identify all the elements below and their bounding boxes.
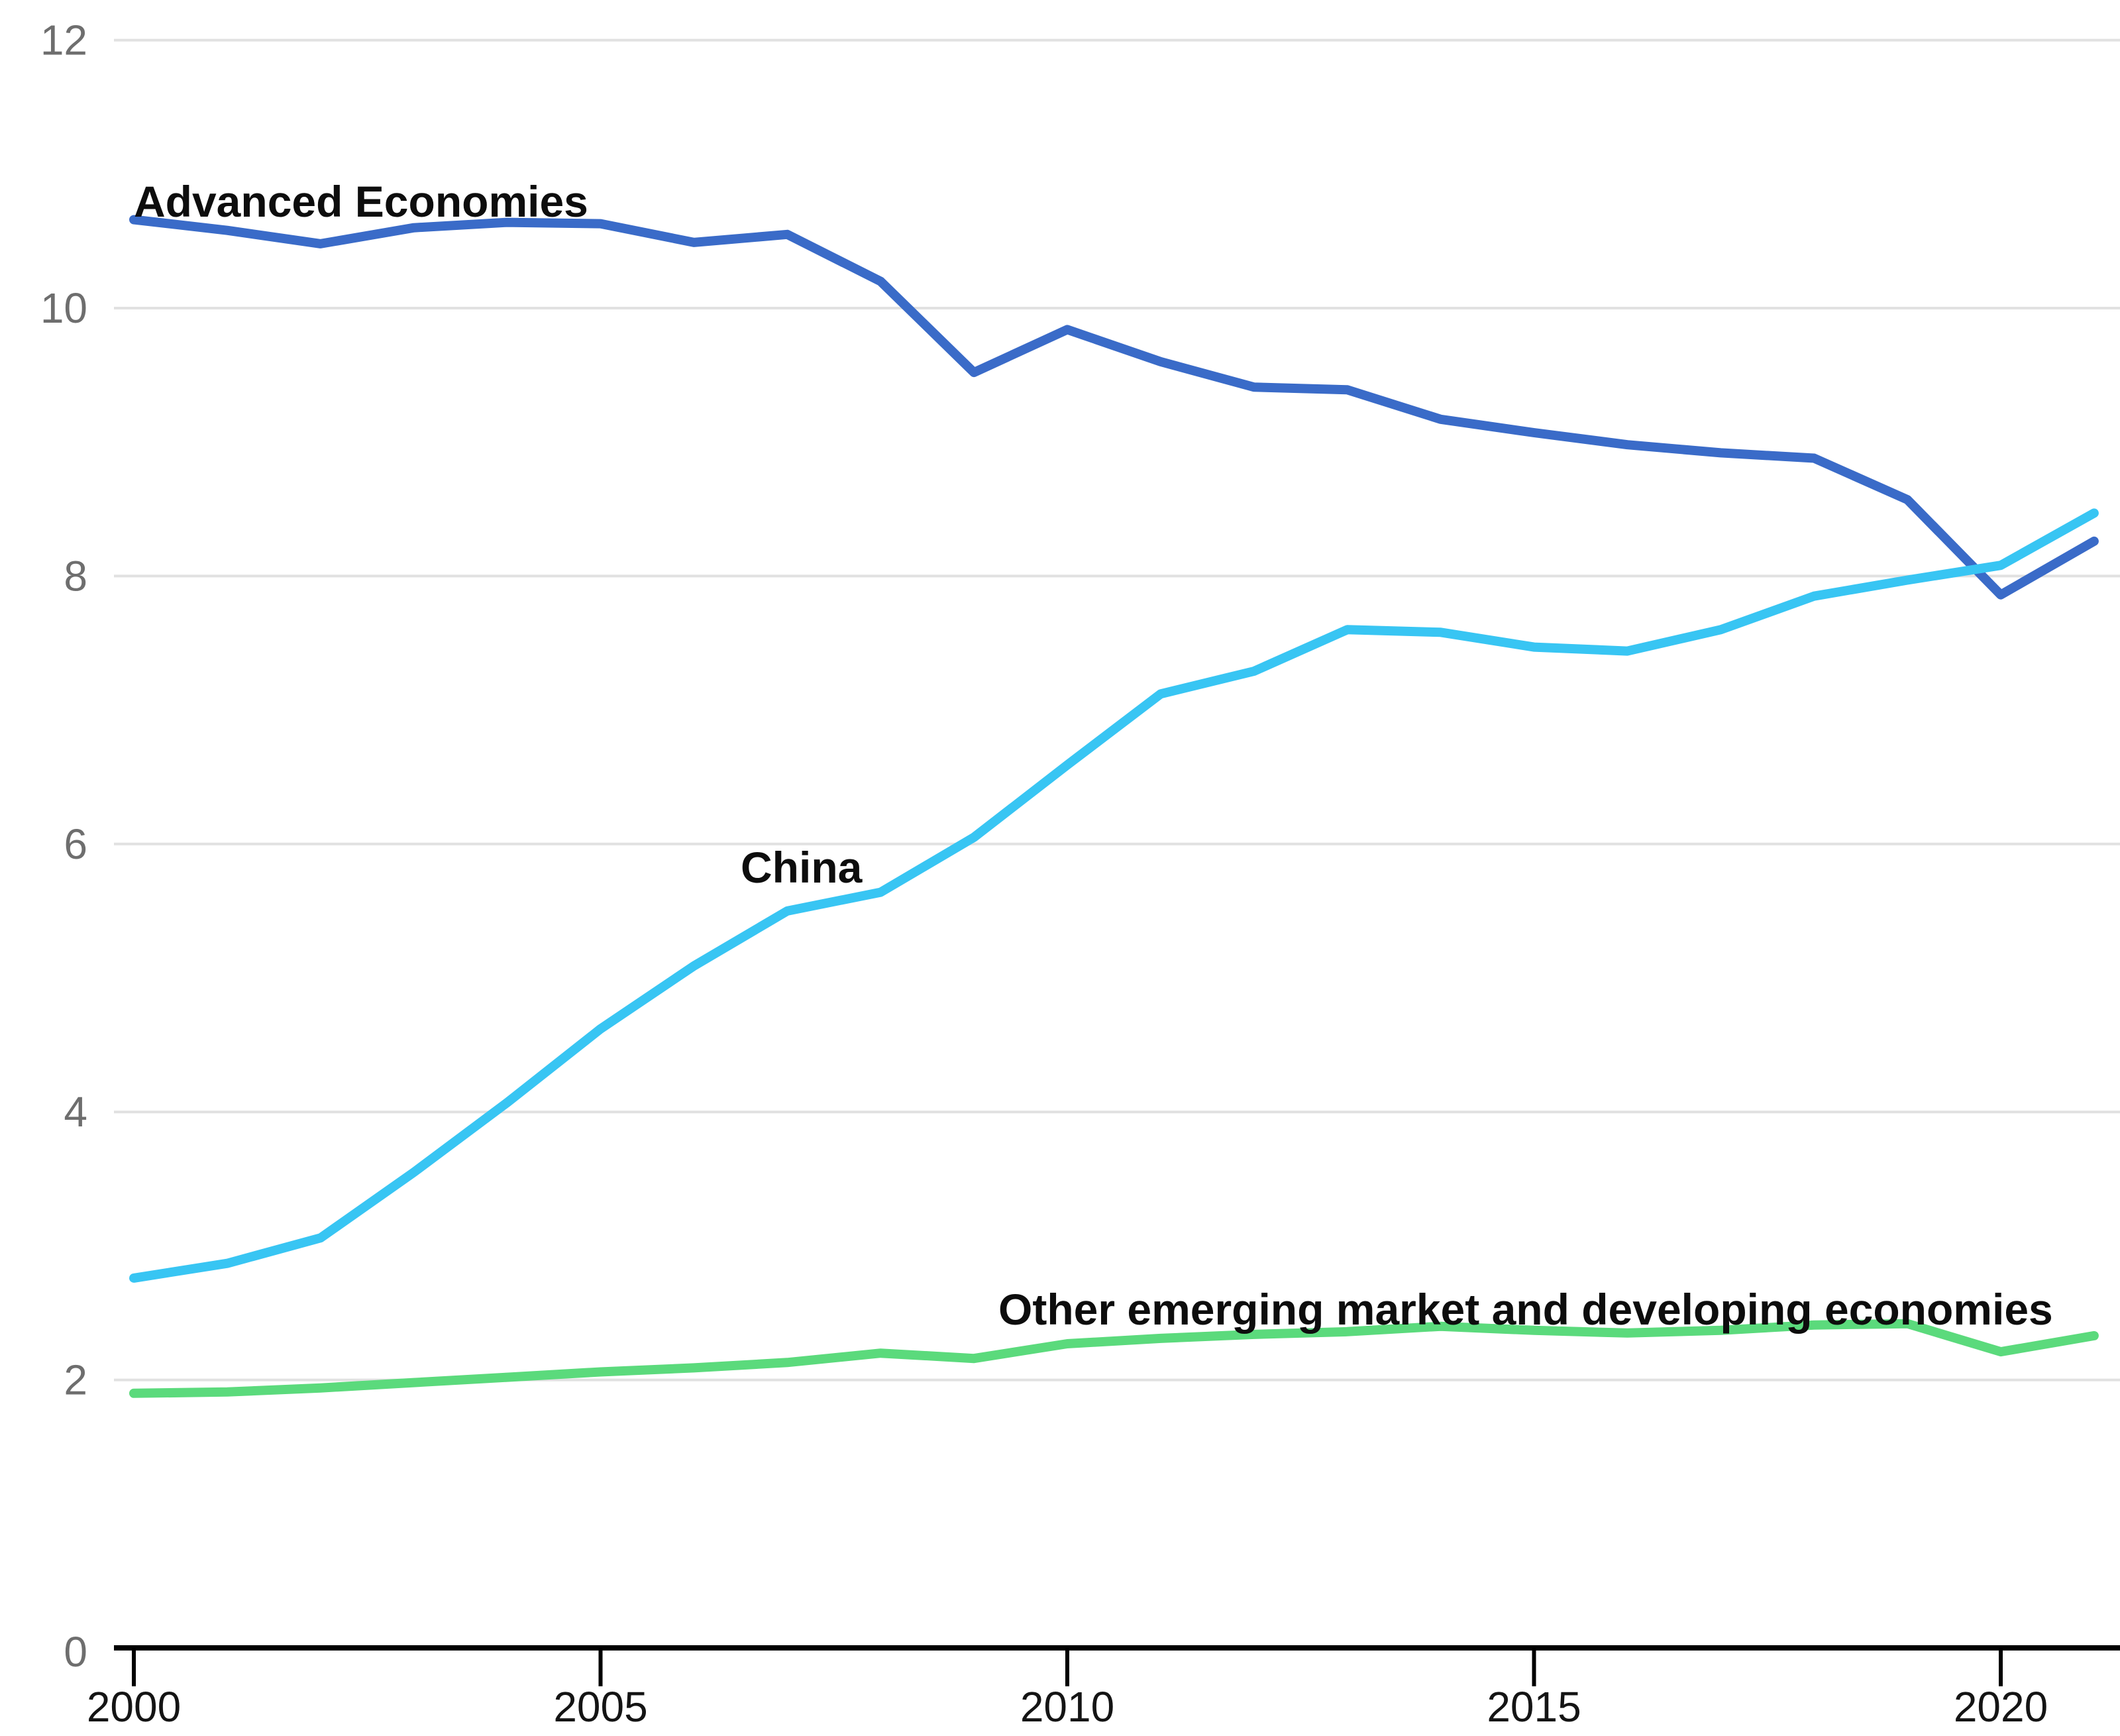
y-tick-label-8: 8 (64, 552, 87, 600)
y-tick-label-4: 4 (64, 1088, 87, 1136)
gridlines (114, 38, 2120, 1382)
y-tick-label-12: 12 (40, 17, 87, 64)
series-label-advanced-economies: Advanced Economies (134, 177, 588, 226)
x-axis (114, 1645, 2120, 1686)
x-tick-label-2015: 2015 (1487, 1683, 1581, 1731)
series-line-china (129, 508, 2099, 1283)
series-label-china: China (741, 843, 863, 892)
series-lines (129, 215, 2099, 1398)
series-labels: Advanced Economies China Other emerging … (134, 177, 2053, 1334)
series-label-other-emde: Other emerging market and developing eco… (998, 1285, 2053, 1334)
x-tick-label-2020: 2020 (1954, 1683, 2048, 1731)
x-tick-label-2000: 2000 (87, 1683, 181, 1731)
y-tick-label-2: 2 (64, 1356, 87, 1404)
x-tick-label-2010: 2010 (1020, 1683, 1114, 1731)
y-tick-label-6: 6 (64, 820, 87, 868)
y-tick-label-10: 10 (40, 284, 87, 332)
x-tick-label-2005: 2005 (553, 1683, 647, 1731)
series-line-other-emerging-market-and-developing-economies (129, 1319, 2099, 1398)
tick-labels: 0 2 4 6 8 10 12 2000 2005 2010 2015 2020 (40, 17, 2048, 1731)
y-tick-label-0: 0 (64, 1628, 87, 1676)
series-line-advanced-economies (129, 215, 2099, 600)
